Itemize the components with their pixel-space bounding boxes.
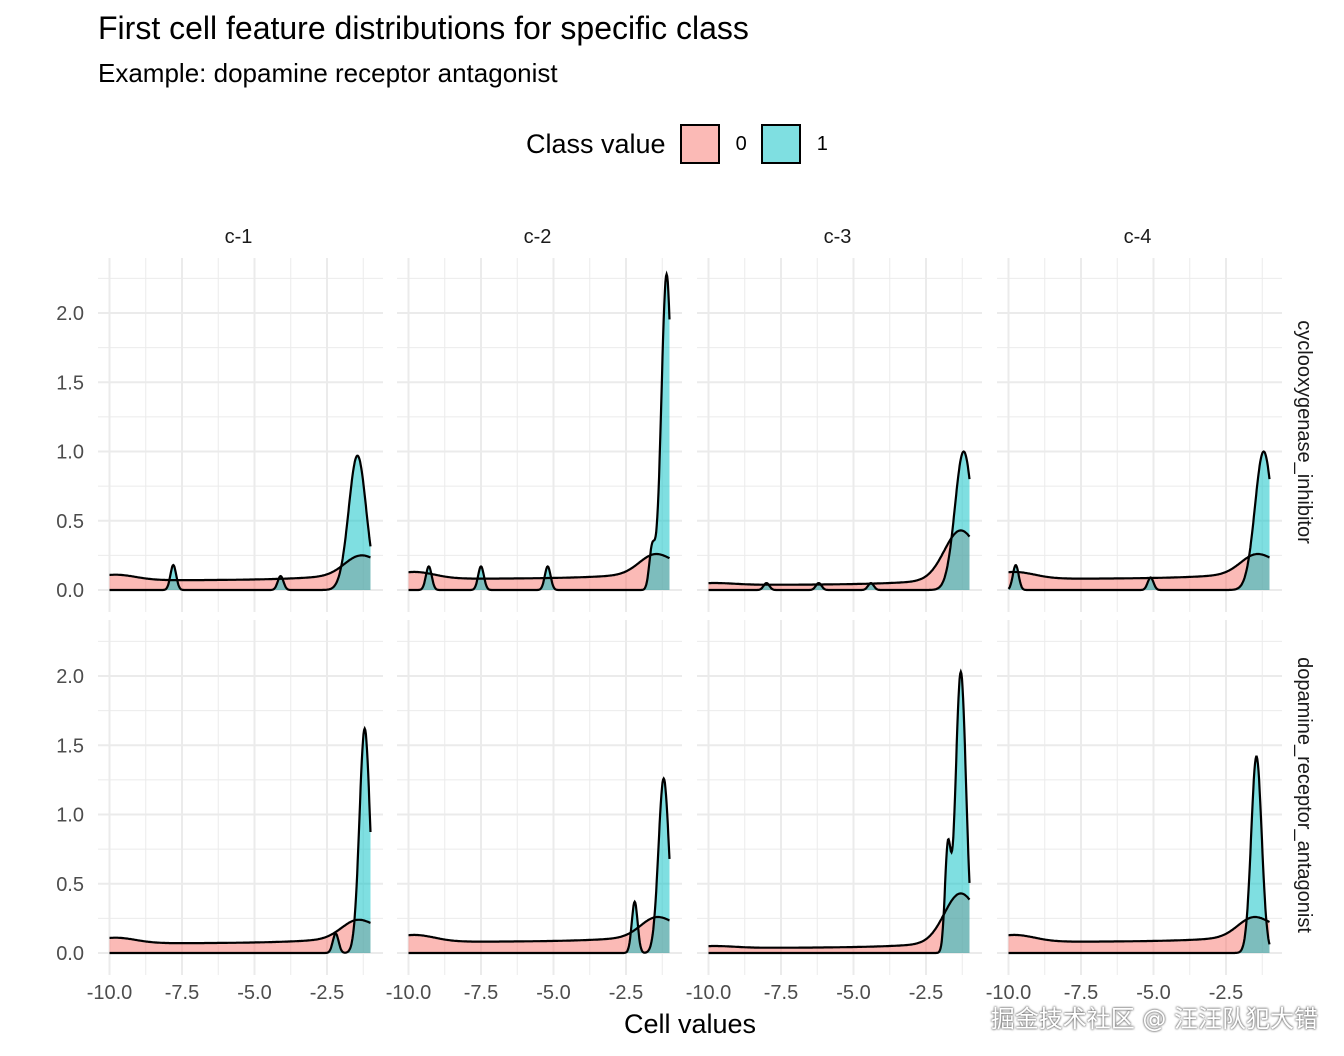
legend-key-0 [679,124,720,164]
y-tick-label: 2.0 [56,303,84,325]
x-tick-label: -10.0 [87,982,133,1004]
density-line-class-1 [109,454,372,592]
x-tick-label: -10.0 [686,982,732,1004]
x-tick-label: -5.0 [536,982,570,1004]
y-tick-label: 0.0 [56,580,84,602]
x-tick-label: -7.5 [464,982,498,1004]
density-line-class-1 [708,450,971,592]
density-area-class-0 [408,554,670,590]
x-tick-label: -2.5 [609,982,643,1004]
y-tick-label: 1.5 [56,372,84,394]
density-area-class-1 [408,274,670,590]
density-line-class-0 [708,529,971,586]
watermark: 掘金技术社区 @ 汪汪队犯大错 [990,1005,1318,1033]
x-tick-label: -2.5 [310,982,344,1004]
facet-row-label: dopamine_receptor_antagonist [1293,657,1315,933]
y-tick-label: 2.0 [56,666,84,688]
density-line-class-1 [1007,450,1271,592]
x-tick-label: -5.0 [836,982,870,1004]
x-tick-label: -5.0 [237,982,271,1004]
y-tick-label: 1.0 [56,805,84,827]
x-tick-label: -7.5 [165,982,199,1004]
legend-key-1 [760,124,801,164]
density-line-class-1 [408,776,671,955]
facet-label-c-2: c-2 [524,226,552,248]
density-area-class-0 [109,919,371,953]
density-line-class-0 [1008,552,1270,580]
chart-title: First cell feature distributions for spe… [98,10,749,46]
chart-subtitle: Example: dopamine receptor antagonist [98,58,558,88]
x-tick-label: -7.5 [764,982,798,1004]
density-area-class-0 [708,893,970,953]
density-line-class-0 [1008,915,1270,943]
x-tick-label: -10.0 [986,982,1032,1004]
y-tick-label: 0.5 [56,511,84,533]
y-tick-label: 1.0 [56,442,84,464]
density-area-class-1 [708,671,970,953]
density-line-class-0 [408,552,670,580]
legend: Class value 0 1 [526,122,846,166]
legend-label-1: 1 [816,132,828,155]
legend-label-0: 0 [735,132,747,155]
x-tick-label: -5.0 [1136,982,1170,1004]
density-line-class-0 [109,918,371,945]
density-area-class-0 [708,530,970,590]
density-area-class-0 [1008,917,1270,953]
density-line-class-1 [109,725,372,955]
x-tick-label: -2.5 [909,982,943,1004]
density-line-class-0 [109,554,371,582]
density-area-class-1 [109,455,371,590]
density-area-class-0 [408,917,670,953]
density-area-class-1 [1008,756,1270,953]
density-line-class-1 [408,270,671,592]
facet-row-label: cyclooxygenase_inhibitor [1293,320,1315,544]
legend-title: Class value [526,128,666,159]
density-line-class-0 [708,892,971,949]
y-tick-label: 0.0 [56,943,84,965]
x-tick-label: -10.0 [386,982,432,1004]
density-area-class-1 [109,728,371,953]
density-line-class-1 [1008,755,1271,955]
density-area-class-0 [1008,554,1270,590]
facet-label-c-1: c-1 [225,226,253,248]
x-tick-label: -2.5 [1209,982,1243,1004]
facet-label-c-4: c-4 [1124,226,1152,248]
y-tick-label: 0.5 [56,874,84,896]
y-tick-label: 1.5 [56,735,84,757]
x-tick-label: -7.5 [1064,982,1098,1004]
x-axis-title: Cell values [624,1009,756,1039]
density-line-class-1 [708,668,971,955]
facet-label-c-3: c-3 [824,226,852,248]
density-line-class-0 [408,915,670,943]
